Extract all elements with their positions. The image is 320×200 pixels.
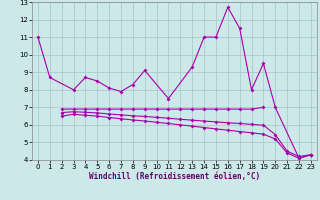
- X-axis label: Windchill (Refroidissement éolien,°C): Windchill (Refroidissement éolien,°C): [89, 172, 260, 181]
